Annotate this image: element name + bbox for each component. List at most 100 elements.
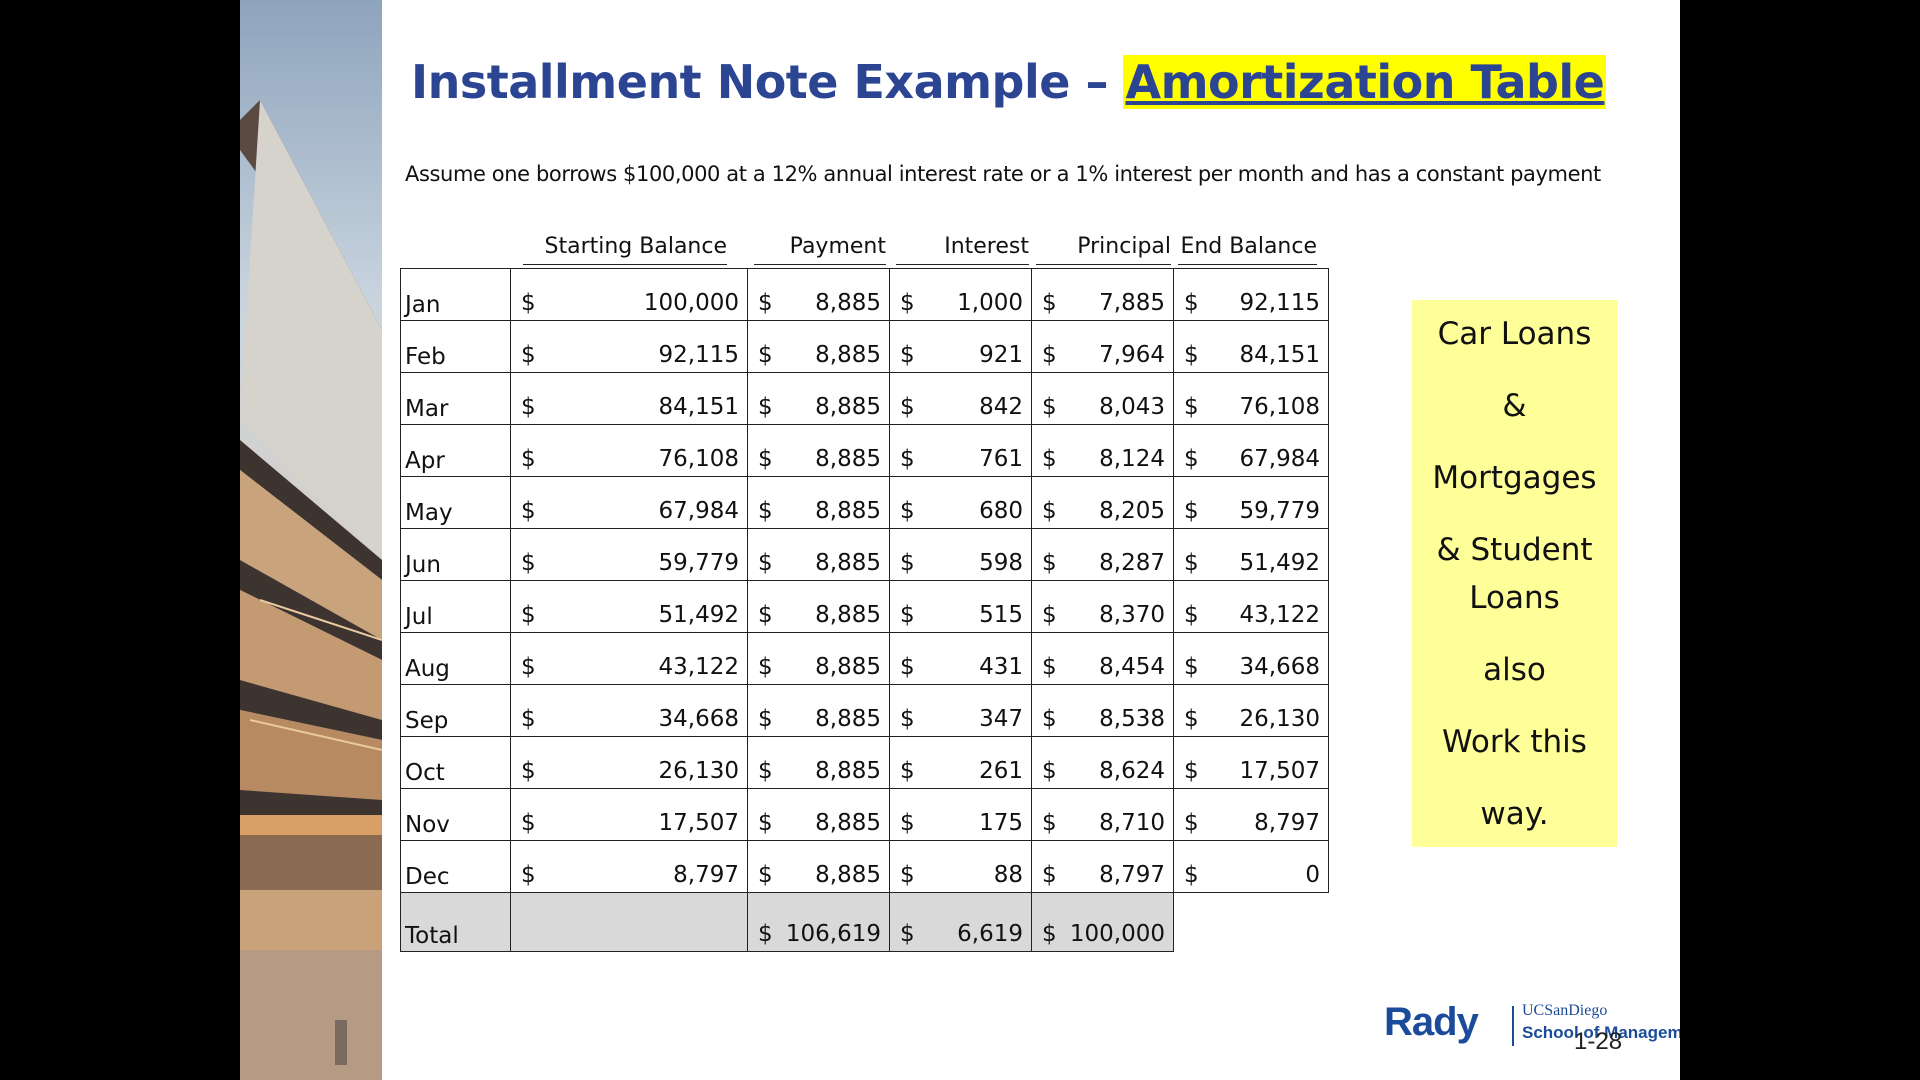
end-balance-value: 51,492	[1239, 550, 1320, 576]
currency-symbol: $	[1042, 654, 1057, 680]
currency-symbol: $	[1184, 498, 1199, 524]
currency-symbol: $	[1184, 862, 1199, 888]
table-row: Mar $84,151 $8,885 $842 $8,043 $76,108	[400, 372, 1329, 425]
interest-cell: $680	[889, 476, 1032, 529]
starting-balance-value: 92,115	[658, 342, 739, 368]
logo-brand: Rady	[1384, 1000, 1479, 1044]
starting-balance-cell: $43,122	[510, 632, 748, 685]
payment-cell: $8,885	[747, 684, 890, 737]
payment-value: 8,885	[815, 394, 881, 420]
month-cell: Apr	[400, 424, 511, 477]
note-line: way.	[1480, 796, 1549, 832]
end-balance-value: 17,507	[1239, 758, 1320, 784]
payment-cell: $8,885	[747, 372, 890, 425]
currency-symbol: $	[1184, 602, 1199, 628]
interest-cell: $88	[889, 840, 1032, 893]
note-line: Mortgages	[1432, 460, 1597, 496]
assumption-text: Assume one borrows $100,000 at a 12% ann…	[405, 162, 1601, 186]
end-balance-cell: $26,130	[1173, 684, 1329, 737]
currency-symbol: $	[1042, 810, 1057, 836]
payment-value: 8,885	[815, 810, 881, 836]
header-end-balance: End Balance	[1178, 234, 1317, 265]
currency-symbol: $	[758, 921, 773, 947]
payment-cell: $8,885	[747, 268, 890, 321]
interest-value: 598	[979, 550, 1023, 576]
interest-cell: $175	[889, 788, 1032, 841]
interest-cell: $515	[889, 580, 1032, 633]
interest-value: 515	[979, 602, 1023, 628]
currency-symbol: $	[758, 394, 773, 420]
end-balance-cell: $8,797	[1173, 788, 1329, 841]
interest-cell: $598	[889, 528, 1032, 581]
note-line: Car Loans	[1437, 316, 1592, 352]
table-row: Apr $76,108 $8,885 $761 $8,124 $67,984	[400, 424, 1329, 477]
amortization-table: Jan $100,000 $8,885 $1,000 $7,885 $92,115 Feb $…	[400, 268, 1329, 952]
table-row: Nov $17,507 $8,885 $175 $8,710 $8,797	[400, 788, 1329, 841]
interest-value: 921	[979, 342, 1023, 368]
currency-symbol: $	[758, 446, 773, 472]
currency-symbol: $	[758, 550, 773, 576]
interest-value: 88	[993, 862, 1023, 888]
payment-cell: $8,885	[747, 840, 890, 893]
principal-value: 7,885	[1099, 290, 1165, 316]
note-line: Work this	[1442, 724, 1587, 760]
end-balance-value: 67,984	[1239, 446, 1320, 472]
payment-value: 8,885	[815, 498, 881, 524]
payment-value: 8,885	[815, 758, 881, 784]
payment-cell: $8,885	[747, 320, 890, 373]
starting-balance-value: 17,507	[658, 810, 739, 836]
end-balance-value: 26,130	[1239, 706, 1320, 732]
header-principal: Principal	[1036, 234, 1171, 265]
starting-balance-cell: $51,492	[510, 580, 748, 633]
currency-symbol: $	[900, 342, 915, 368]
currency-symbol: $	[758, 498, 773, 524]
currency-symbol: $	[521, 862, 536, 888]
end-balance-value: 59,779	[1239, 498, 1320, 524]
month-cell: Nov	[400, 788, 511, 841]
currency-symbol: $	[1042, 921, 1057, 947]
total-payment-cell: $106,619	[747, 892, 890, 952]
table-row: Jun $59,779 $8,885 $598 $8,287 $51,492	[400, 528, 1329, 581]
header-starting-balance: Starting Balance	[523, 234, 727, 265]
currency-symbol: $	[900, 654, 915, 680]
interest-cell: $1,000	[889, 268, 1032, 321]
principal-cell: $8,797	[1031, 840, 1174, 893]
table-row: Sep $34,668 $8,885 $347 $8,538 $26,130	[400, 684, 1329, 737]
starting-balance-value: 59,779	[658, 550, 739, 576]
currency-symbol: $	[758, 706, 773, 732]
starting-balance-cell: $26,130	[510, 736, 748, 789]
interest-cell: $842	[889, 372, 1032, 425]
interest-value: 431	[979, 654, 1023, 680]
currency-symbol: $	[758, 758, 773, 784]
currency-symbol: $	[1042, 342, 1057, 368]
currency-symbol: $	[900, 862, 915, 888]
end-balance-cell: $34,668	[1173, 632, 1329, 685]
building-photo	[240, 0, 382, 1080]
total-interest: 6,619	[957, 921, 1023, 947]
currency-symbol: $	[900, 290, 915, 316]
currency-symbol: $	[900, 446, 915, 472]
currency-symbol: $	[521, 446, 536, 472]
header-payment: Payment	[754, 234, 886, 265]
starting-balance-cell: $92,115	[510, 320, 748, 373]
payment-value: 8,885	[815, 654, 881, 680]
payment-cell: $8,885	[747, 736, 890, 789]
interest-cell: $431	[889, 632, 1032, 685]
logo-school: School of Management	[1522, 1023, 1680, 1042]
currency-symbol: $	[900, 602, 915, 628]
starting-balance-value: 8,797	[673, 862, 739, 888]
currency-symbol: $	[1184, 758, 1199, 784]
currency-symbol: $	[758, 602, 773, 628]
principal-cell: $7,964	[1031, 320, 1174, 373]
total-starting-balance-empty	[510, 892, 748, 952]
interest-value: 175	[979, 810, 1023, 836]
currency-symbol: $	[758, 342, 773, 368]
table-row: Jan $100,000 $8,885 $1,000 $7,885 $92,115	[400, 268, 1329, 321]
currency-symbol: $	[1184, 394, 1199, 420]
principal-cell: $8,124	[1031, 424, 1174, 477]
end-balance-value: 84,151	[1239, 342, 1320, 368]
logo-university: UCSanDiego	[1522, 1002, 1608, 1019]
note-line: & Student	[1436, 532, 1593, 568]
table-row: Jul $51,492 $8,885 $515 $8,370 $43,122	[400, 580, 1329, 633]
currency-symbol: $	[1042, 550, 1057, 576]
